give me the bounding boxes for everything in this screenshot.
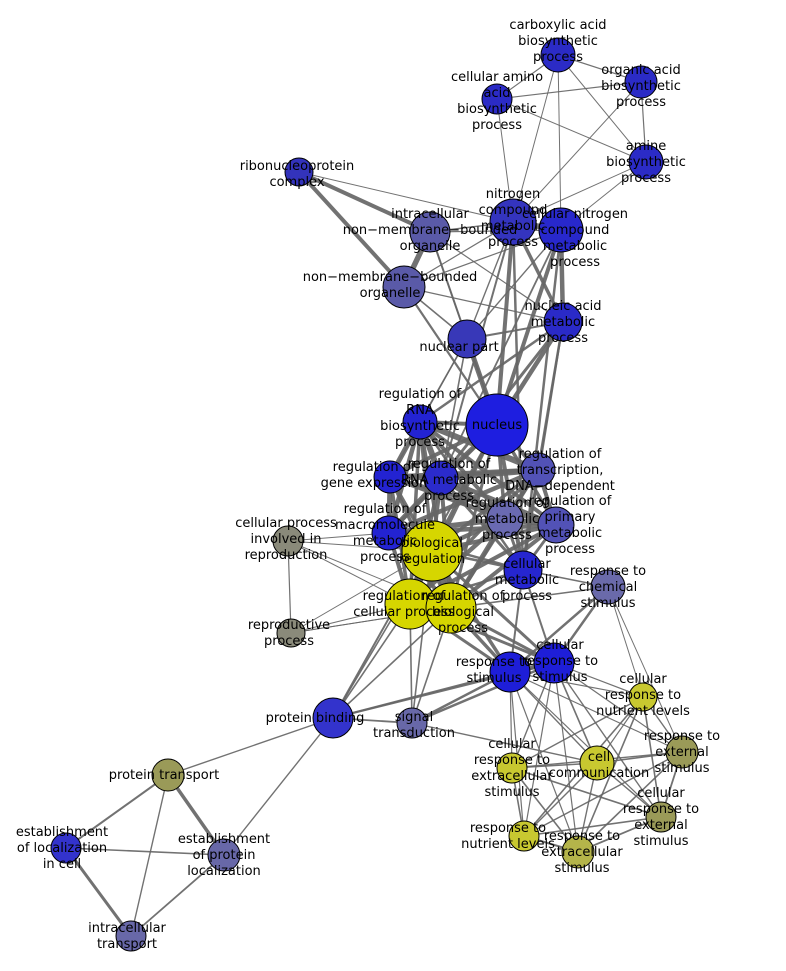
- graph-node[interactable]: [665, 735, 699, 769]
- graph-edge: [65, 774, 169, 849]
- graph-edge: [466, 229, 562, 340]
- graph-edge: [418, 420, 507, 521]
- graph-edge: [511, 696, 644, 769]
- graph-node[interactable]: [272, 525, 304, 557]
- graph-edge: [167, 717, 334, 776]
- graph-edge: [509, 671, 644, 698]
- graph-node[interactable]: [401, 520, 463, 582]
- graph-node[interactable]: [284, 157, 314, 187]
- graph-edge: [523, 751, 683, 837]
- graph-node[interactable]: [382, 265, 426, 309]
- graph-edge: [332, 607, 452, 719]
- graph-edge: [495, 220, 515, 427]
- graph-node[interactable]: [373, 460, 407, 494]
- graph-node[interactable]: [537, 506, 575, 544]
- graph-node[interactable]: [50, 832, 82, 864]
- graph-edge: [130, 854, 225, 937]
- graph-node[interactable]: [489, 198, 537, 246]
- graph-edge: [440, 338, 468, 479]
- graph-edge: [297, 170, 432, 234]
- graph-edge: [387, 467, 541, 480]
- graph-node[interactable]: [645, 801, 677, 833]
- graph-node[interactable]: [409, 211, 451, 253]
- graph-node[interactable]: [489, 651, 531, 693]
- graph-edge: [523, 662, 555, 837]
- graph-node[interactable]: [481, 83, 513, 115]
- graph-node[interactable]: [425, 582, 477, 634]
- graph-node[interactable]: [276, 618, 306, 648]
- graph-edge: [223, 717, 334, 856]
- graph-node[interactable]: [312, 697, 354, 739]
- graph-node[interactable]: [590, 569, 626, 605]
- graph-edge: [607, 586, 683, 753]
- graph-edge: [553, 662, 579, 853]
- graph-edge: [509, 671, 683, 753]
- graph-node[interactable]: [503, 550, 543, 590]
- graph-node[interactable]: [486, 500, 524, 538]
- graph-node[interactable]: [520, 452, 556, 488]
- graph-edge: [388, 475, 558, 527]
- label-layer: carboxylic acid biosynthetic processorgani…: [16, 18, 720, 952]
- graph-node[interactable]: [207, 838, 241, 872]
- graph-edge: [496, 98, 647, 163]
- graph-edge: [511, 767, 662, 818]
- graph-node[interactable]: [508, 820, 540, 852]
- graph-node[interactable]: [543, 302, 583, 342]
- graph-edge: [511, 767, 579, 853]
- graph-node[interactable]: [579, 745, 615, 781]
- graph-edge: [130, 774, 169, 937]
- graph-node[interactable]: [628, 682, 658, 712]
- edge-layer: [64, 54, 683, 938]
- graph-edge: [508, 585, 610, 674]
- graph-node[interactable]: [402, 404, 438, 440]
- graph-node[interactable]: [496, 752, 528, 784]
- graph-node[interactable]: [465, 393, 529, 457]
- node-layer: [50, 37, 699, 952]
- graph-edge: [403, 229, 562, 288]
- graph-edge: [297, 170, 406, 289]
- graph-edge: [512, 81, 642, 223]
- graph-node[interactable]: [540, 37, 576, 73]
- graph-node[interactable]: [561, 835, 595, 869]
- graph-edge: [642, 696, 662, 818]
- graph-edge: [577, 751, 683, 853]
- graph-node[interactable]: [151, 758, 185, 792]
- graph-node[interactable]: [624, 65, 658, 99]
- graph-edge: [403, 286, 564, 323]
- graph-edge: [523, 816, 662, 837]
- graph-node[interactable]: [423, 460, 459, 496]
- graph-edge: [509, 671, 662, 818]
- graph-node[interactable]: [371, 515, 407, 551]
- graph-node[interactable]: [533, 642, 575, 684]
- graph-node[interactable]: [396, 707, 428, 739]
- graph-edge: [512, 54, 559, 223]
- graph-edge: [496, 81, 642, 100]
- graph-edge: [450, 586, 609, 609]
- graph-edge: [418, 320, 565, 424]
- graph-edge: [65, 847, 225, 856]
- graph-node[interactable]: [447, 319, 487, 359]
- graph-edge: [553, 662, 683, 753]
- graph-edge: [298, 171, 514, 223]
- graph-edge: [553, 662, 662, 818]
- graph-node[interactable]: [538, 207, 584, 253]
- graph-node[interactable]: [628, 144, 664, 180]
- graph-edge: [509, 671, 598, 764]
- graph-edge: [64, 846, 133, 938]
- graph-edge: [557, 54, 562, 231]
- graph-node[interactable]: [115, 920, 147, 952]
- graph-edge: [607, 586, 644, 698]
- graph-edge: [557, 54, 647, 163]
- graph-edge: [512, 161, 647, 223]
- graph-node-label: response to nutrient levels: [461, 821, 555, 852]
- graph-edge: [509, 671, 579, 853]
